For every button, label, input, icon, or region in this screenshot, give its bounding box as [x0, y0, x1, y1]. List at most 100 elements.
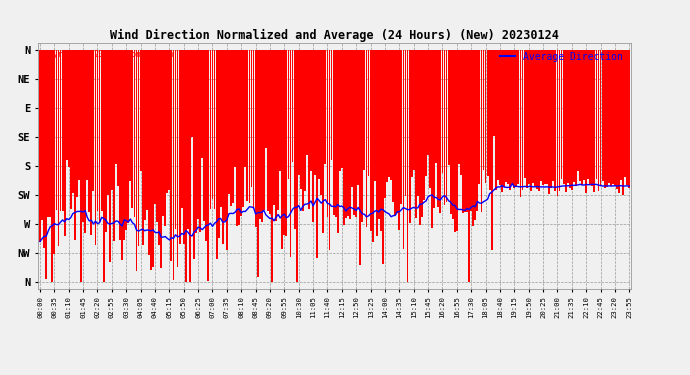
Bar — [427, 50, 429, 155]
Bar — [341, 50, 343, 168]
Legend: Average Direction: Average Direction — [497, 48, 627, 66]
Bar — [566, 50, 569, 183]
Bar — [238, 50, 240, 225]
Bar — [402, 50, 404, 249]
Bar — [46, 50, 47, 279]
Bar — [618, 50, 620, 193]
Bar — [456, 50, 457, 231]
Bar — [92, 50, 95, 190]
Bar — [366, 50, 367, 227]
Bar — [612, 50, 614, 184]
Bar — [318, 50, 320, 179]
Bar — [306, 50, 308, 155]
Bar — [124, 50, 125, 240]
Bar — [212, 50, 213, 199]
Bar — [216, 50, 217, 259]
Bar — [160, 50, 162, 268]
Bar — [208, 50, 209, 280]
Bar — [156, 50, 158, 222]
Bar — [484, 50, 486, 183]
Bar — [70, 50, 72, 209]
Bar — [168, 50, 170, 190]
Bar — [452, 50, 453, 219]
Bar — [199, 50, 201, 232]
Bar — [224, 50, 226, 221]
Bar — [339, 50, 341, 171]
Bar — [162, 50, 164, 216]
Bar — [440, 50, 442, 213]
Bar — [505, 50, 507, 182]
Bar — [575, 50, 577, 186]
Bar — [544, 50, 546, 184]
Bar — [130, 50, 131, 181]
Bar — [600, 50, 602, 186]
Bar — [248, 50, 250, 203]
Bar — [197, 50, 199, 219]
Bar — [288, 50, 289, 179]
Bar — [279, 50, 281, 171]
Bar — [448, 50, 449, 165]
Bar — [232, 50, 234, 203]
Bar — [458, 50, 460, 164]
Bar — [384, 50, 386, 198]
Bar — [524, 50, 526, 178]
Bar — [139, 50, 141, 171]
Bar — [411, 50, 413, 177]
Bar — [357, 50, 359, 185]
Bar — [50, 50, 51, 217]
Bar — [376, 50, 377, 236]
Bar — [316, 50, 318, 258]
Bar — [404, 50, 406, 195]
Bar — [99, 50, 101, 222]
Bar — [221, 50, 224, 244]
Bar — [501, 50, 503, 192]
Bar — [378, 50, 380, 219]
Bar — [43, 50, 45, 248]
Bar — [569, 50, 571, 188]
Bar — [179, 50, 181, 244]
Bar — [97, 50, 99, 210]
Bar — [57, 50, 59, 246]
Bar — [444, 50, 446, 206]
Bar — [183, 50, 185, 244]
Bar — [253, 50, 255, 209]
Bar — [610, 50, 612, 186]
Bar — [82, 50, 84, 222]
Bar — [195, 50, 197, 233]
Bar — [587, 50, 589, 180]
Bar — [476, 50, 478, 211]
Bar — [189, 50, 191, 282]
Bar — [347, 50, 349, 216]
Bar — [372, 50, 373, 242]
Bar — [144, 50, 146, 220]
Bar — [290, 50, 291, 256]
Bar — [593, 50, 595, 192]
Bar — [534, 50, 535, 186]
Bar — [520, 50, 522, 196]
Bar — [41, 50, 43, 219]
Bar — [515, 50, 518, 187]
Bar — [273, 50, 275, 205]
Bar — [417, 50, 419, 196]
Bar — [175, 50, 177, 230]
Bar — [581, 50, 583, 185]
Bar — [464, 50, 466, 213]
Bar — [304, 50, 306, 190]
Bar — [275, 50, 277, 221]
Bar — [115, 50, 117, 164]
Bar — [390, 50, 392, 180]
Bar — [204, 50, 205, 221]
Bar — [571, 50, 573, 190]
Bar — [132, 50, 133, 208]
Bar — [579, 50, 581, 182]
Bar — [489, 50, 491, 190]
Bar — [314, 50, 316, 176]
Bar — [542, 50, 544, 185]
Bar — [526, 50, 528, 188]
Bar — [509, 50, 511, 190]
Bar — [536, 50, 538, 189]
Bar — [433, 50, 435, 208]
Bar — [286, 50, 287, 237]
Bar — [308, 50, 310, 209]
Bar — [473, 50, 474, 226]
